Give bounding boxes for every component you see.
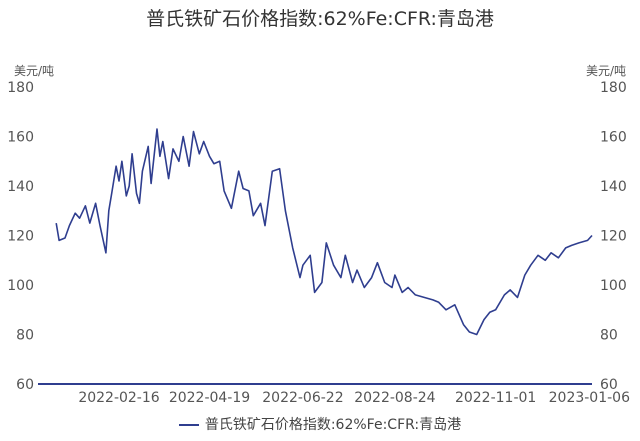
y-tick-label-right: 180 <box>600 80 627 96</box>
y-tick-label-right: 160 <box>600 130 627 146</box>
x-tick-label: 2022-06-22 <box>262 390 343 406</box>
y-tick-label-right: 80 <box>600 328 618 344</box>
y-tick-label-left: 140 <box>7 179 34 195</box>
legend-swatch <box>178 424 199 426</box>
legend-label: 普氏铁矿石价格指数:62%Fe:CFR:青岛港 <box>204 417 462 433</box>
y-tick-label-right: 120 <box>600 229 627 245</box>
legend: 普氏铁矿石价格指数:62%Fe:CFR:青岛港 <box>0 414 640 434</box>
x-tick-label: 2022-02-16 <box>78 390 159 406</box>
right-y-axis: 60 80 100 120 140 160 180 <box>600 80 627 393</box>
y-tick-label-left: 180 <box>7 80 34 96</box>
y-tick-label-left: 60 <box>16 377 34 393</box>
x-axis: 2022-02-16 2022-04-19 2022-06-22 2022-08-24… <box>78 390 630 406</box>
x-tick-label: 2022-04-19 <box>169 390 250 406</box>
x-tick-label: 2022-08-24 <box>354 390 435 406</box>
y-tick-label-right: 60 <box>600 377 618 393</box>
left-axis-unit: 美元/吨 <box>14 64 55 78</box>
chart-title: 普氏铁矿石价格指数:62%Fe:CFR:青岛港 <box>146 8 494 30</box>
y-tick-label-left: 100 <box>7 278 34 294</box>
series-line <box>55 128 593 336</box>
x-tick-label: 2022-11-01 <box>455 390 536 406</box>
y-tick-label-right: 100 <box>600 278 627 294</box>
y-tick-label-right: 140 <box>600 179 627 195</box>
y-tick-label-left: 120 <box>7 229 34 245</box>
x-tick-label: 2023-01-06 <box>549 390 630 406</box>
left-y-axis: 60 80 100 120 140 160 180 <box>7 80 34 393</box>
y-tick-label-left: 160 <box>7 130 34 146</box>
y-tick-label-left: 80 <box>16 328 34 344</box>
right-axis-unit: 美元/吨 <box>585 64 626 78</box>
